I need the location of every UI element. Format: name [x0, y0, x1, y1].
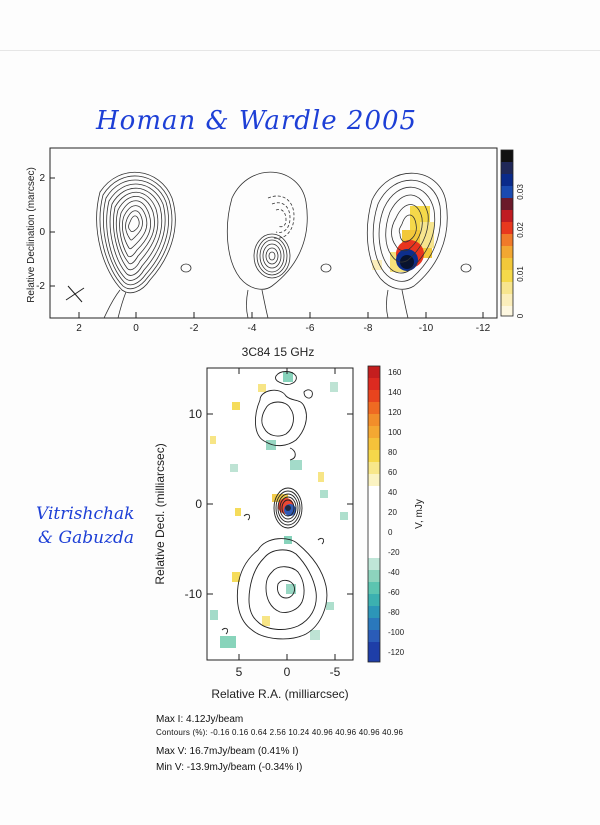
main-xtick-label: 0	[284, 665, 291, 679]
top-ytick-label: -2	[36, 281, 45, 292]
main-xtick-label: -5	[330, 665, 341, 679]
main-cbar-tick: -60	[388, 588, 400, 597]
main-cbar-tick: 80	[388, 448, 397, 457]
top-cbar-tick: 0.01	[516, 266, 525, 282]
main-cbar-tick: -40	[388, 568, 400, 577]
stokes-i-contours	[221, 371, 328, 640]
handwritten-note-line1: Vitrishchak	[36, 504, 135, 524]
top-xtick-label: 2	[76, 323, 82, 334]
top-cbar-tick: 0	[516, 313, 525, 318]
caption-min-v: Min V: -13.9mJy/beam (-0.34% I)	[156, 762, 303, 773]
main-cbar-tick: 140	[388, 388, 402, 397]
main-figure: 3C84 15 GHz	[153, 345, 425, 701]
top-xtick-label: -4	[248, 323, 257, 334]
panel1-contours	[96, 171, 192, 319]
top-y-ticks: 2 0 -2	[36, 173, 45, 292]
top-xtick-label: -2	[190, 323, 199, 334]
main-y-ticks: 10 0 -10	[185, 407, 203, 601]
main-title: 3C84 15 GHz	[242, 345, 315, 359]
main-cbar-tick: 60	[388, 468, 397, 477]
top-xtick-label: -8	[364, 323, 373, 334]
top-figure: Relative Declination (marcsec) 2 0 -2 2 …	[26, 147, 525, 334]
main-cbar-tick: -120	[388, 648, 405, 657]
main-cbar-tick: 20	[388, 508, 397, 517]
top-xtick-label: -6	[306, 323, 315, 334]
main-ytick-label: -10	[185, 587, 203, 601]
handwritten-title: Homan & Wardle 2005	[96, 106, 418, 136]
top-colorbar: 0.03 0.02 0.01 0	[500, 149, 525, 318]
main-cbar-tick: 160	[388, 368, 402, 377]
main-ytick-label: 10	[189, 407, 203, 421]
main-xtick-label: 5	[236, 665, 243, 679]
main-ylabel: Relative Decl. (milliarcsec)	[153, 443, 167, 584]
page-top-rule	[0, 50, 600, 51]
main-x-ticks: 5 0 -5	[236, 665, 341, 679]
top-ylabel: Relative Declination (marcsec)	[26, 167, 37, 303]
main-cbar-tick: -100	[388, 628, 405, 637]
beam-marker	[65, 285, 85, 303]
handwritten-note-line2: & Gabuzda	[38, 528, 135, 548]
caption-max-v: Max V: 16.7mJy/beam (0.41% I)	[156, 746, 299, 757]
caption-contours: Contours (%): -0.16 0.16 0.64 2.56 10.24…	[156, 728, 404, 737]
main-cbar-tick: -20	[388, 548, 400, 557]
main-cbar-label: V, mJy	[414, 499, 425, 529]
main-cbar-tick: 0	[388, 528, 393, 537]
main-cbar-tick: 100	[388, 428, 402, 437]
panel3-contours	[366, 172, 472, 319]
panel3-color	[372, 206, 434, 272]
top-xtick-label: 0	[133, 323, 139, 334]
main-ytick-label: 0	[195, 497, 202, 511]
main-xlabel: Relative R.A. (milliarcsec)	[211, 687, 348, 701]
top-cbar-tick: 0.02	[516, 222, 525, 238]
top-cbar-tick: 0.03	[516, 184, 525, 200]
panel2-contours	[226, 171, 332, 319]
top-x-ticks: 2 0 -2 -4 -6 -8 -10 -12	[76, 323, 490, 334]
top-ytick-label: 2	[39, 173, 45, 184]
main-cbar-tick: 40	[388, 488, 397, 497]
main-cbar-tick: 120	[388, 408, 402, 417]
caption-max-i: Max I: 4.12Jy/beam	[156, 714, 244, 725]
top-xtick-label: -12	[476, 323, 491, 334]
top-ytick-label: 0	[39, 227, 45, 238]
top-xtick-label: -10	[419, 323, 434, 334]
main-cbar-tick: -80	[388, 608, 400, 617]
main-colorbar: 160 140 120 100 80 60 40 20 0 -20 -40 -6…	[367, 365, 425, 663]
